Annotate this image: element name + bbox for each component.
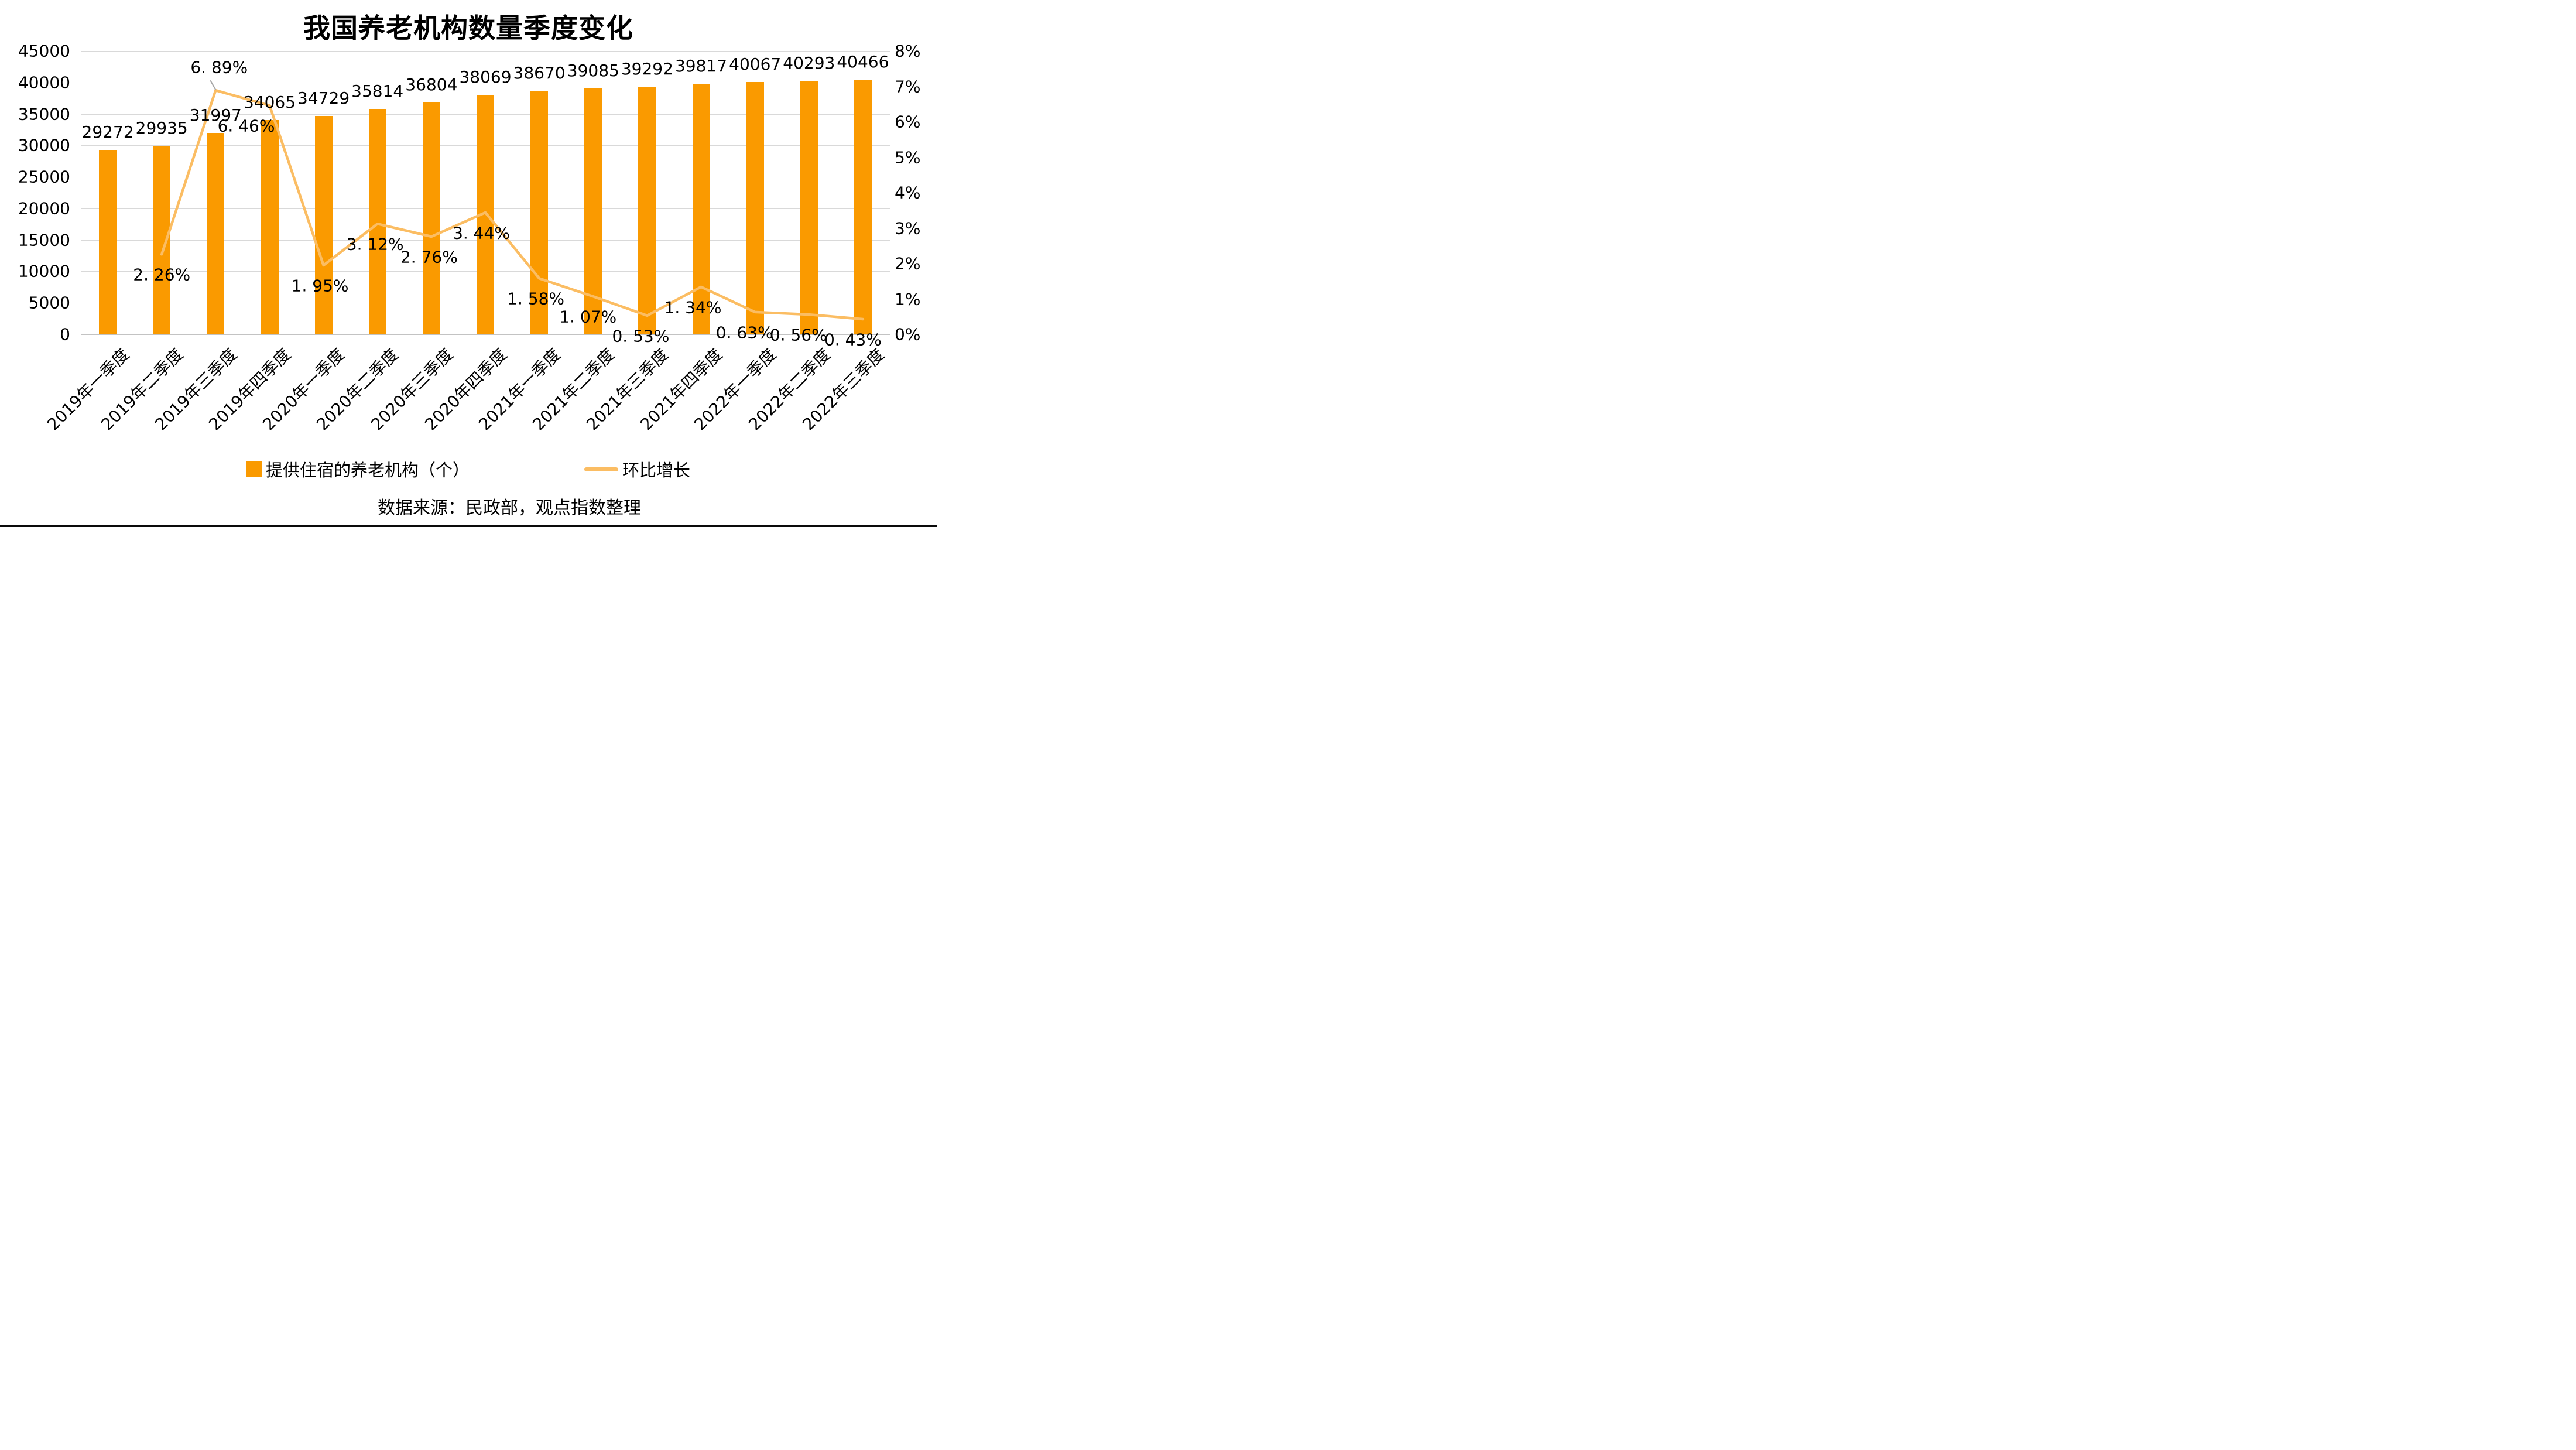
line-value-label: 0. 63% (715, 323, 773, 343)
y-axis-tick-left: 5000 (28, 293, 70, 313)
bottom-border (0, 525, 937, 527)
chart: 我国养老机构数量季度变化 29272 29935 31997 34065 34729 35… (0, 0, 937, 527)
bar-value-label: 40466 (837, 52, 889, 71)
source-note: 数据来源：民政部，观点指数整理 (378, 498, 641, 518)
bar-value-label: 29935 (135, 118, 188, 138)
bar-value-label: 35814 (351, 81, 404, 101)
bar-value-label: 36804 (405, 75, 458, 95)
y-axis-tick-left: 0 (60, 324, 70, 344)
peak-label-leader-line (210, 80, 217, 90)
y-axis-tick-right: 2% (895, 254, 921, 273)
bar-2020年四季度 (477, 94, 494, 334)
bar-2019年二季度 (153, 146, 171, 334)
line-value-label: 1. 95% (291, 276, 349, 296)
line-value-label: 6. 46% (217, 116, 275, 136)
y-axis-tick-right: 3% (895, 218, 921, 238)
bar-value-label: 29272 (81, 122, 134, 142)
bar-value-label: 38069 (459, 67, 512, 87)
y-axis-tick-right: 1% (895, 289, 921, 309)
bar-2019年一季度 (99, 150, 117, 334)
y-axis-tick-right: 8% (895, 41, 921, 61)
bar-2022年三季度 (854, 79, 872, 334)
legend-bar-label: 提供住宿的养老机构（个） (265, 460, 470, 480)
bar-value-label: 39817 (674, 56, 728, 76)
x-axis-line (81, 334, 890, 335)
bar-value-label: 38670 (513, 63, 566, 83)
y-axis-tick-left: 35000 (18, 104, 70, 124)
bar-value-label: 39292 (621, 59, 673, 79)
y-axis-tick-left: 30000 (18, 135, 70, 155)
bar-2021年三季度 (638, 87, 656, 334)
legend-line-label: 环比增长 (622, 460, 691, 480)
line-value-label: 0. 43% (824, 330, 882, 350)
bar-2020年二季度 (368, 108, 386, 334)
y-axis-tick-right: 5% (895, 148, 921, 167)
bar-2022年一季度 (746, 82, 764, 334)
line-value-label: 2. 26% (133, 265, 191, 285)
line-value-label: 1. 07% (559, 307, 617, 327)
line-value-label: 0. 56% (769, 325, 827, 345)
y-axis-tick-right: 6% (895, 112, 921, 132)
y-axis-tick-right: 0% (895, 324, 921, 344)
line-value-label: 3. 44% (453, 223, 510, 243)
bar-value-label: 34065 (243, 92, 296, 112)
bar-value-label: 34729 (297, 88, 350, 108)
y-axis-tick-right: 7% (895, 77, 921, 96)
legend-bar-swatch (246, 461, 262, 477)
bar-2019年三季度 (207, 132, 225, 334)
legend-item-growth: 环比增长 (584, 457, 690, 481)
legend-item-institutions: 提供住宿的养老机构（个） (246, 457, 470, 481)
legend: 提供住宿的养老机构（个） 环比增长 (0, 457, 937, 481)
legend-line-swatch (584, 467, 618, 471)
bar-2022年二季度 (800, 80, 818, 334)
bar-2020年一季度 (314, 115, 333, 334)
chart-title: 我国养老机构数量季度变化 (303, 12, 633, 44)
line-value-label: 1. 58% (507, 289, 565, 309)
bar-value-label: 31997 (189, 105, 242, 125)
y-axis-tick-left: 15000 (18, 230, 70, 250)
y-axis-tick-left: 10000 (18, 261, 70, 281)
y-axis-tick-left: 45000 (18, 41, 70, 61)
bar-value-label: 40293 (783, 53, 835, 73)
bar-2021年四季度 (692, 83, 710, 334)
line-value-label: 0. 53% (612, 326, 670, 346)
bar-2019年四季度 (261, 119, 279, 334)
y-axis-tick-left: 20000 (18, 199, 70, 218)
y-axis-tick-right: 4% (895, 183, 921, 203)
y-axis-tick-left: 40000 (18, 73, 70, 93)
line-value-label: 2. 76% (400, 247, 458, 267)
line-value-label: 6. 89% (190, 57, 248, 77)
bar-value-label: 39085 (567, 60, 619, 80)
bar-value-label: 40067 (729, 54, 782, 74)
gridline (81, 51, 890, 52)
line-value-label: 1. 34% (664, 297, 722, 317)
bar-2021年二季度 (584, 88, 602, 334)
bar-2020年三季度 (422, 102, 440, 334)
line-value-label: 3. 12% (346, 234, 404, 254)
y-axis-tick-left: 25000 (18, 167, 70, 187)
